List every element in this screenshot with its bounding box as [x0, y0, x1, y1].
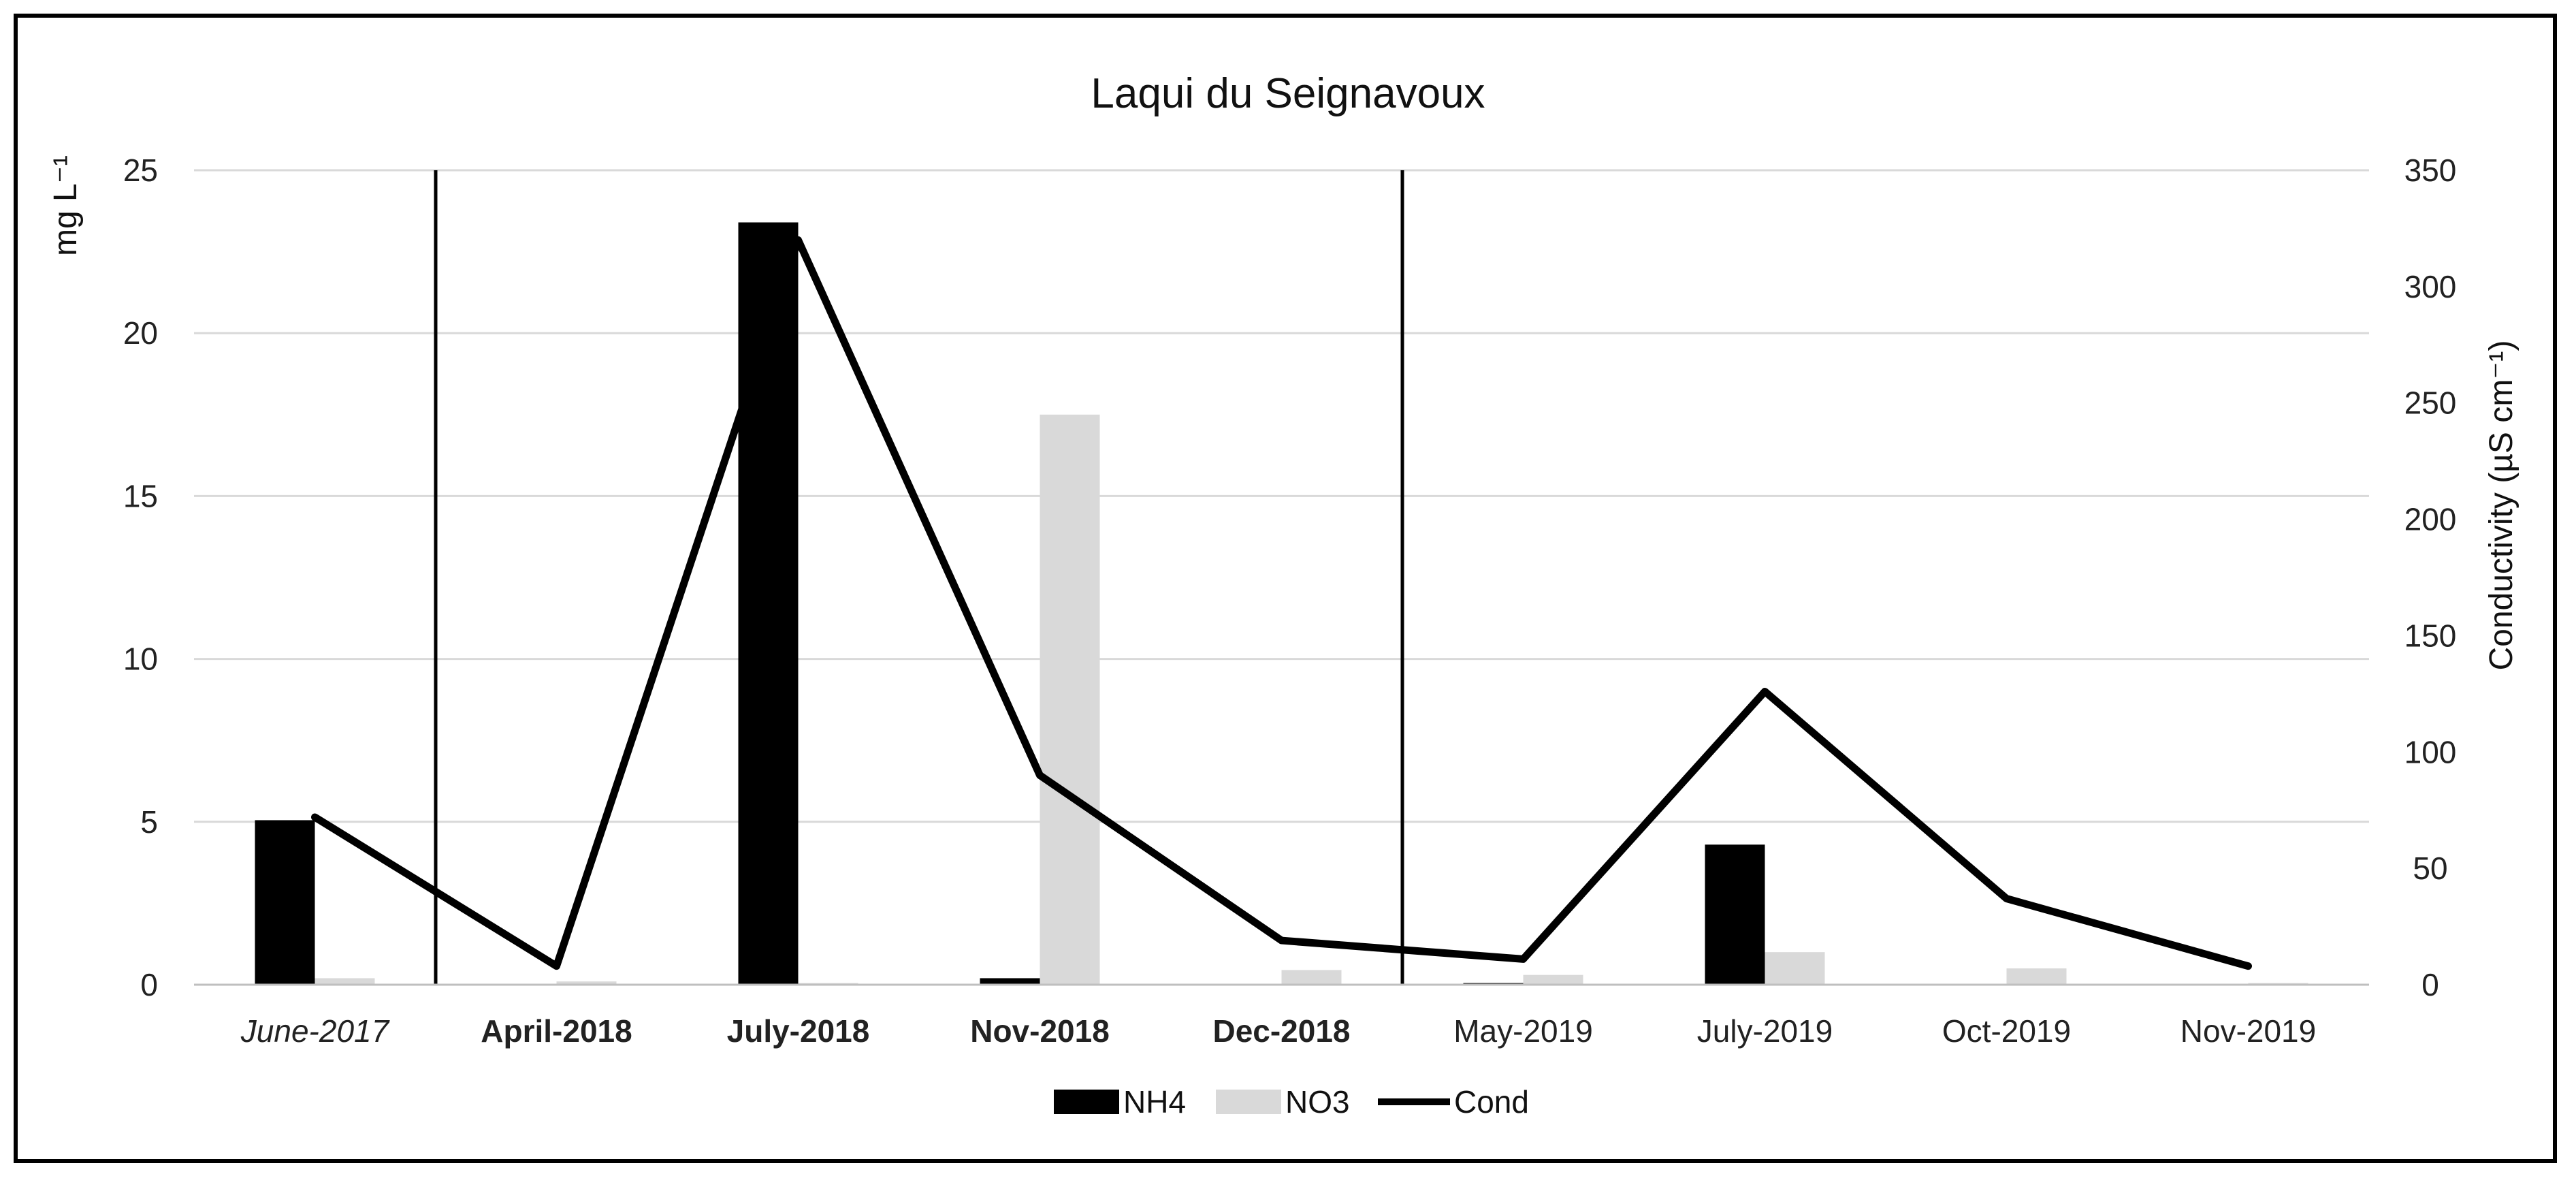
right-tick-label: 100 [2404, 734, 2457, 770]
x-tick-label: Dec-2018 [1212, 1013, 1350, 1049]
left-tick-label: 20 [123, 315, 158, 351]
x-tick-label: June-2017 [240, 1013, 390, 1049]
x-tick-label: July-2019 [1697, 1013, 1833, 1049]
right-axis-ticks: 0 50 100 150 200 250 300 350 [2404, 153, 2457, 1002]
no3-bar [315, 978, 375, 985]
nh4-bar [1705, 844, 1765, 985]
x-axis-labels: June-2017 April-2018 July-2018 Nov-2018 Dec-… [240, 1013, 2316, 1049]
right-tick-label: 300 [2404, 269, 2457, 304]
right-axis-label: Conductivity (µS cm⁻¹) [2483, 340, 2519, 670]
right-tick-label: 150 [2404, 618, 2457, 653]
no3-bars [315, 414, 2308, 985]
legend-label-no3: NO3 [1285, 1084, 1350, 1120]
nh4-bar [255, 820, 315, 985]
right-tick-label: 0 [2421, 967, 2439, 1002]
no3-bar [1523, 974, 1583, 985]
right-tick-label: 350 [2404, 153, 2457, 188]
no3-bar [2006, 968, 2067, 985]
left-tick-label: 0 [140, 967, 158, 1002]
right-tick-label: 200 [2404, 502, 2457, 537]
legend: NH4 NO3 Cond [1054, 1084, 1529, 1120]
legend-label-cond: Cond [1454, 1084, 1529, 1120]
no3-bar [1281, 970, 1342, 985]
x-tick-label: July-2018 [727, 1013, 870, 1049]
right-tick-label: 50 [2413, 851, 2447, 886]
cond-line [311, 236, 2252, 970]
nh4-bars [255, 222, 1765, 985]
x-tick-label: Nov-2019 [2180, 1013, 2316, 1049]
no3-bar [1765, 952, 1825, 985]
period-separators [434, 170, 1404, 985]
legend-swatch-nh4 [1054, 1090, 1119, 1114]
x-tick-label: Oct-2019 [1942, 1013, 2071, 1049]
left-axis-ticks: 0 5 10 15 20 25 [123, 153, 158, 1002]
left-tick-label: 5 [140, 804, 158, 840]
x-tick-label: April-2018 [481, 1013, 632, 1049]
right-tick-label: 250 [2404, 385, 2457, 421]
nh4-bar [980, 978, 1040, 985]
left-tick-label: 25 [123, 153, 158, 188]
legend-label-nh4: NH4 [1123, 1084, 1186, 1120]
nh4-bar [738, 222, 799, 985]
left-tick-label: 10 [123, 641, 158, 677]
legend-swatch-no3 [1216, 1090, 1281, 1114]
left-tick-label: 15 [123, 478, 158, 513]
x-tick-label: May-2019 [1453, 1013, 1593, 1049]
chart-title: Laqui du Seignavoux [1091, 70, 1485, 117]
x-tick-label: Nov-2018 [970, 1013, 1110, 1049]
no3-bar [1040, 414, 1100, 985]
left-axis-label: mg L⁻¹ [48, 155, 84, 256]
gridlines [194, 169, 2369, 823]
no3-bar [556, 981, 617, 985]
